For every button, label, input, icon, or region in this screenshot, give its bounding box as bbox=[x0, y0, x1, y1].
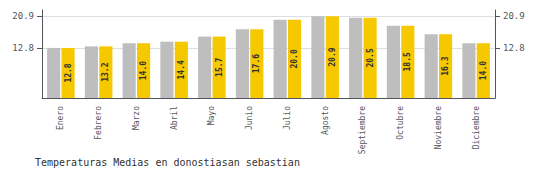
svg-text:Noviembre: Noviembre bbox=[434, 106, 443, 150]
svg-text:20.5: 20.5 bbox=[366, 48, 375, 67]
svg-text:20.0: 20.0 bbox=[290, 49, 299, 68]
svg-text:Abril: Abril bbox=[170, 106, 179, 130]
svg-text:Septiembre: Septiembre bbox=[358, 106, 367, 154]
svg-text:20.9: 20.9 bbox=[503, 11, 525, 21]
svg-text:14.4: 14.4 bbox=[177, 60, 186, 79]
svg-text:14.0: 14.0 bbox=[479, 61, 488, 80]
svg-text:17.6: 17.6 bbox=[252, 54, 261, 73]
svg-text:13.2: 13.2 bbox=[101, 62, 110, 81]
svg-text:14.0: 14.0 bbox=[139, 61, 148, 80]
svg-text:Agosto: Agosto bbox=[321, 106, 330, 135]
svg-text:Julio: Julio bbox=[283, 106, 292, 130]
svg-text:12.8: 12.8 bbox=[12, 43, 34, 53]
svg-text:12.8: 12.8 bbox=[503, 43, 525, 53]
svg-text:Marzo: Marzo bbox=[132, 106, 141, 130]
svg-text:20.9: 20.9 bbox=[12, 11, 34, 21]
svg-text:Junio: Junio bbox=[245, 106, 254, 130]
svg-text:12.8: 12.8 bbox=[64, 63, 73, 82]
svg-text:18.5: 18.5 bbox=[403, 52, 412, 71]
svg-text:Febrero: Febrero bbox=[94, 106, 103, 140]
svg-text:Mayo: Mayo bbox=[207, 106, 216, 125]
svg-text:20.9: 20.9 bbox=[328, 47, 337, 66]
svg-text:16.3: 16.3 bbox=[441, 56, 450, 75]
svg-text:Diciembre: Diciembre bbox=[472, 106, 481, 150]
svg-text:15.7: 15.7 bbox=[215, 57, 224, 76]
svg-text:Octubre: Octubre bbox=[396, 106, 405, 140]
svg-text:Temperaturas Medias en donosti: Temperaturas Medias en donostiasan sebas… bbox=[35, 157, 300, 168]
svg-text:Enero: Enero bbox=[56, 106, 65, 130]
